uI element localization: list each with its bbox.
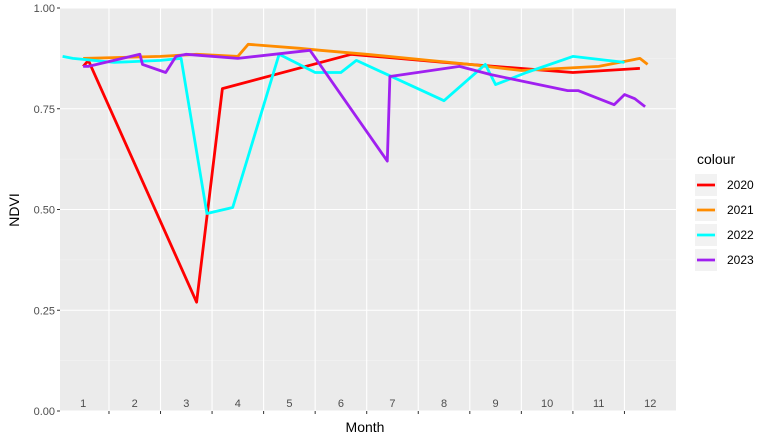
- series-line-2020: [82, 52, 640, 304]
- y-tick-label: 0.75: [34, 104, 55, 116]
- y-tick-label: 0.00: [34, 406, 55, 418]
- legend-label-2022: 2022: [727, 228, 754, 242]
- x-tick-label: 3: [183, 398, 189, 410]
- x-tick-label: 7: [389, 398, 395, 410]
- y-axis-ticks: 0.00 0.25 0.50 0.75 1.00: [34, 3, 60, 418]
- x-tick-label: 8: [441, 398, 447, 410]
- y-tick-label: 1.00: [34, 3, 55, 15]
- x-tick-label: 11: [593, 398, 604, 410]
- x-tick-label: 4: [235, 398, 241, 410]
- series-line-2023: [83, 48, 646, 163]
- legend-items: 2020 2021 2022 2023: [695, 174, 754, 271]
- legend: colour 2020 2021 2022 2023: [695, 151, 754, 271]
- y-tick-label: 0.25: [34, 305, 55, 317]
- grid-major: [60, 7, 676, 412]
- x-tick-label: 5: [286, 398, 292, 410]
- series-line-2022: [62, 52, 625, 215]
- y-tick-label: 0.50: [34, 205, 55, 217]
- y-axis-title: NDVI: [6, 193, 22, 226]
- x-axis-title: Month: [346, 419, 385, 435]
- x-tick-label: 2: [132, 398, 138, 410]
- x-tick-label: 12: [644, 398, 656, 410]
- x-tick-label: 1: [80, 398, 86, 410]
- legend-label-2023: 2023: [727, 253, 754, 267]
- x-tick-label: 9: [493, 398, 499, 410]
- legend-label-2021: 2021: [727, 203, 754, 217]
- series-lines: [62, 42, 649, 304]
- x-tick-label: 10: [541, 398, 553, 410]
- legend-title: colour: [697, 151, 735, 167]
- legend-label-2020: 2020: [727, 178, 754, 192]
- x-axis-ticks: 1 2 3 4 5 6 7 8 9 10 11 12: [80, 398, 656, 414]
- x-tick-label: 6: [338, 398, 344, 410]
